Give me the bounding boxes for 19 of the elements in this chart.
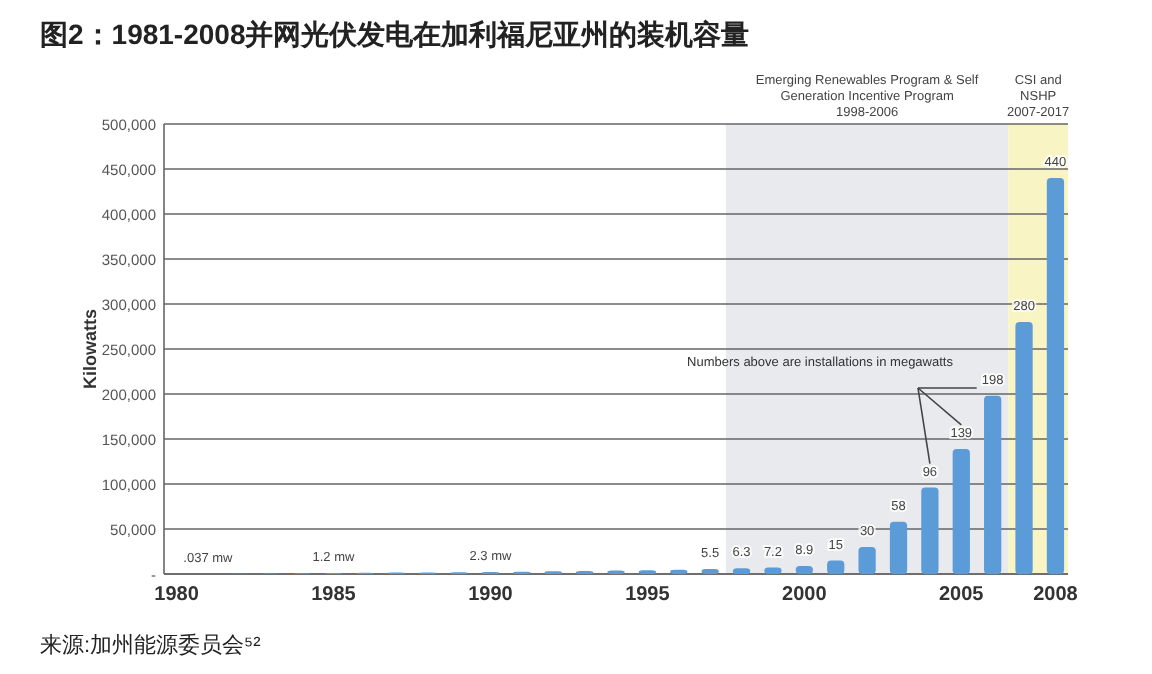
bar — [984, 395, 1002, 574]
x-tick-label: 1995 — [625, 584, 671, 606]
bar — [1015, 322, 1033, 574]
bar — [952, 448, 970, 574]
source-note: 来源:加州能源委员会⁵² — [40, 632, 262, 658]
bar — [889, 521, 908, 574]
x-tick-label: 2008 — [1033, 584, 1079, 606]
x-tick-label: 1985 — [311, 584, 357, 606]
x-tick-label: 2000 — [782, 584, 828, 606]
bar — [795, 565, 813, 574]
x-tick-label: 1990 — [468, 584, 514, 606]
bar — [921, 487, 939, 574]
x-tick-label: 2005 — [939, 584, 985, 606]
y-axis-title: Kilowatts — [80, 308, 100, 390]
bar — [858, 547, 876, 574]
x-tick-label: 1980 — [154, 584, 200, 606]
chart-title: 图2：1981-2008并网光伏发电在加利福尼亚州的装机容量 — [40, 18, 750, 50]
bar — [732, 568, 751, 574]
bar — [827, 560, 845, 574]
